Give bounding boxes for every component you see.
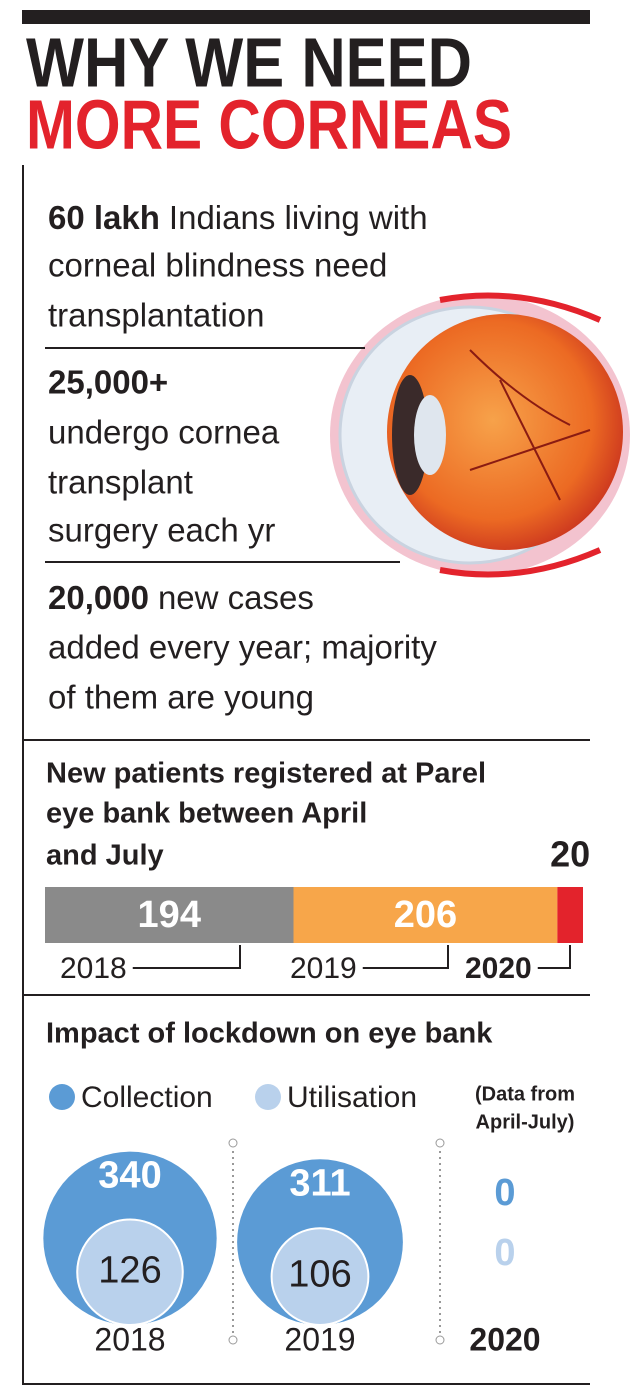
chart-title: Impact of lockdown on eye bank bbox=[46, 1018, 493, 1050]
bar-segment bbox=[45, 887, 294, 943]
value-label: 0 bbox=[494, 1232, 515, 1274]
fact-text: new cases bbox=[158, 579, 314, 616]
fact-line: 60 lakh Indians living with bbox=[48, 199, 428, 236]
fact-highlight: 25,000+ bbox=[48, 364, 168, 401]
fact-highlight: 60 lakh bbox=[48, 199, 160, 236]
connector bbox=[132, 945, 241, 969]
value-label: 20 bbox=[550, 834, 590, 875]
value-label: 206 bbox=[394, 894, 457, 936]
fact-line: transplant bbox=[48, 464, 193, 501]
fact-line: added every year; majority bbox=[48, 629, 437, 666]
bubble bbox=[270, 1227, 370, 1327]
category-label: 2018 bbox=[60, 952, 127, 985]
bubble bbox=[76, 1218, 184, 1327]
title-line: MORE CORNEAS bbox=[26, 85, 512, 163]
value-label: 126 bbox=[98, 1249, 161, 1291]
value-label: 0 bbox=[494, 1172, 515, 1214]
fact-highlight: 20,000 bbox=[48, 579, 149, 616]
fact-text: Indians living with bbox=[169, 199, 428, 236]
title-line: WHY WE NEED bbox=[26, 23, 472, 101]
fact-line: of them are young bbox=[48, 679, 314, 716]
chart-note: (Data from bbox=[475, 1083, 575, 1105]
chart-title: and July bbox=[46, 840, 164, 872]
value-label: 311 bbox=[289, 1162, 350, 1204]
legend-label: Utilisation bbox=[287, 1081, 417, 1114]
dotted-divider bbox=[228, 1138, 445, 1345]
eye-illustration bbox=[330, 292, 630, 578]
category-label: 2019 bbox=[284, 1321, 355, 1357]
bar-segment bbox=[557, 887, 583, 943]
connector bbox=[362, 945, 449, 969]
value-label: 194 bbox=[138, 894, 201, 936]
legend-swatch bbox=[255, 1084, 281, 1110]
chart-title: New patients registered at Parel bbox=[46, 758, 486, 790]
bar-segment bbox=[293, 887, 558, 943]
connector bbox=[537, 945, 571, 969]
legend-label: Collection bbox=[81, 1081, 213, 1114]
category-label: 2018 bbox=[94, 1321, 165, 1357]
category-label: 2019 bbox=[290, 952, 357, 985]
fact-line: 20,000 new cases bbox=[48, 579, 314, 616]
fact-line: undergo cornea bbox=[48, 414, 280, 451]
chart-note: April-July) bbox=[476, 1111, 575, 1133]
legend-swatch bbox=[49, 1084, 75, 1110]
category-label: 2020 bbox=[465, 952, 532, 985]
value-label: 106 bbox=[288, 1254, 351, 1296]
category-label: 2020 bbox=[469, 1321, 540, 1357]
chart-title: eye bank between April bbox=[46, 798, 367, 830]
fact-line: surgery each yr bbox=[48, 512, 275, 549]
value-label: 340 bbox=[98, 1155, 161, 1197]
fact-line: corneal blindness need bbox=[48, 247, 387, 284]
fact-line: transplantation bbox=[48, 297, 264, 334]
top-bar bbox=[22, 10, 590, 24]
